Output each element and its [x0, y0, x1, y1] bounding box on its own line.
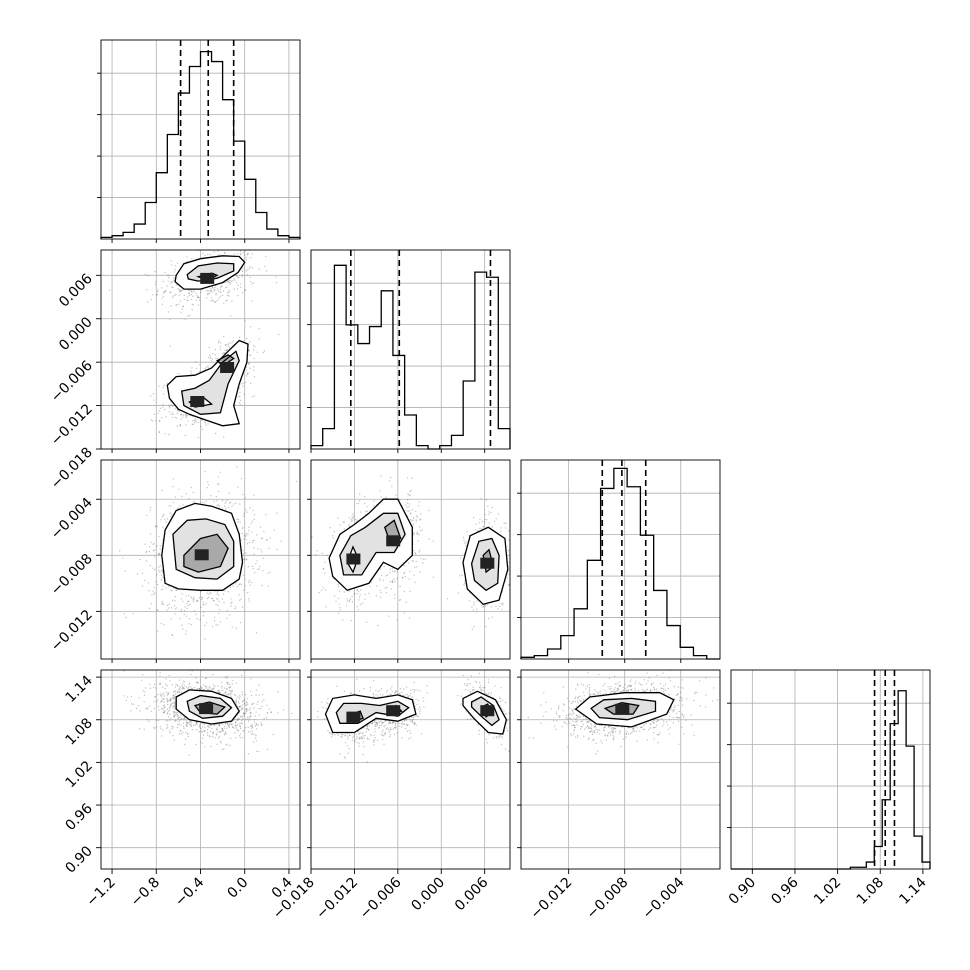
- panel-frame: [520, 459, 721, 660]
- x-tick-label: 0.0: [224, 875, 251, 902]
- histogram-panel-4: [727, 669, 931, 870]
- contour-line: [324, 694, 417, 734]
- x-tick-label: 0.006: [452, 874, 492, 914]
- x-axis-4: 0.90 0.96 1.02 1.08 1.14: [726, 869, 930, 908]
- density-panel-2-0: [100, 459, 301, 660]
- x-tick-label: −0.004: [640, 874, 688, 922]
- panel-frame: [310, 459, 511, 660]
- y-tick-label: −0.008: [48, 551, 96, 599]
- density-peak: [386, 535, 401, 547]
- x-tick-label: −0.012: [528, 875, 576, 923]
- contour-line: [174, 255, 246, 290]
- density-panel-2-1: [310, 459, 511, 660]
- y-tick-label: 1.14: [62, 673, 95, 706]
- density-panel-3-1: [310, 669, 511, 870]
- contour-line: [590, 697, 657, 721]
- density-peak: [480, 557, 495, 569]
- density-peak: [199, 703, 214, 715]
- contour-line: [470, 537, 500, 592]
- histogram-step: [100, 50, 301, 239]
- panel-frame: [310, 249, 511, 450]
- contour-line: [166, 339, 249, 427]
- density-peak: [346, 553, 361, 565]
- y-tick-label: 0.006: [56, 271, 96, 311]
- contour-line: [186, 694, 233, 719]
- y-tick-label: 0.90: [62, 843, 95, 876]
- histogram-panel-2: [307, 249, 511, 450]
- density-panel-3-0: [100, 669, 301, 870]
- y-axis-4: 0.90 0.96 1.02 1.08 1.14: [62, 673, 521, 877]
- x-tick-label: 1.08: [854, 875, 887, 908]
- x-tick-label: −0.012: [313, 875, 361, 923]
- y-tick-label: −0.018: [48, 445, 96, 493]
- y-tick-label: 0.000: [56, 314, 96, 354]
- y-tick-label: −0.012: [48, 607, 96, 655]
- contour-line: [186, 262, 235, 282]
- density-panel-1-0: [100, 249, 301, 450]
- x-tick-label: 1.02: [811, 875, 844, 908]
- density-peak: [194, 549, 209, 561]
- density-peak: [190, 396, 205, 407]
- y-tick-label: −0.006: [48, 358, 96, 406]
- contour-line: [180, 350, 240, 415]
- histogram-panel-3: [517, 459, 721, 660]
- y-tick-label: −0.012: [48, 401, 96, 449]
- y-tick-label: −0.004: [48, 495, 96, 543]
- density-peak: [200, 272, 215, 284]
- contour-line: [172, 518, 235, 580]
- x-tick-label: −0.006: [357, 874, 405, 922]
- y-tick-label: 0.96: [62, 800, 95, 833]
- panel-frame: [310, 669, 511, 870]
- contour-line: [470, 696, 500, 727]
- x-tick-label: −0.4: [172, 874, 207, 909]
- density-peak: [480, 705, 495, 717]
- contour-line: [574, 692, 675, 728]
- panel-frame: [730, 669, 931, 870]
- contour-line: [462, 526, 509, 606]
- density-panel-3-2: [520, 669, 721, 870]
- contour-line: [328, 498, 413, 592]
- panel-frame: [520, 669, 721, 870]
- contour-line: [339, 512, 406, 576]
- x-tick-label: 0.96: [768, 874, 801, 907]
- x-tick-label: 0.000: [408, 875, 448, 915]
- histogram-panel-1: [97, 39, 301, 240]
- histogram-step: [310, 264, 511, 450]
- contour-line: [603, 702, 640, 715]
- density-peak: [346, 711, 361, 723]
- x-tick-label: −0.008: [584, 875, 632, 923]
- contour-line: [335, 700, 410, 724]
- contour-line: [183, 533, 229, 573]
- y-tick-label: 1.02: [62, 758, 95, 791]
- histogram-step: [731, 690, 931, 870]
- x-tick-label: −1.2: [84, 875, 119, 910]
- histogram-step: [520, 467, 720, 660]
- density-peak: [220, 362, 235, 373]
- contour-line: [161, 502, 244, 591]
- x-tick-label: 1.14: [896, 874, 929, 907]
- density-peak: [386, 705, 401, 717]
- y-tick-label: 1.08: [62, 715, 95, 748]
- density-peak: [615, 703, 630, 715]
- x-tick-label: −0.8: [128, 875, 163, 910]
- x-tick-label: 0.90: [726, 875, 759, 908]
- contour-line: [175, 689, 240, 725]
- contour-line: [462, 690, 508, 735]
